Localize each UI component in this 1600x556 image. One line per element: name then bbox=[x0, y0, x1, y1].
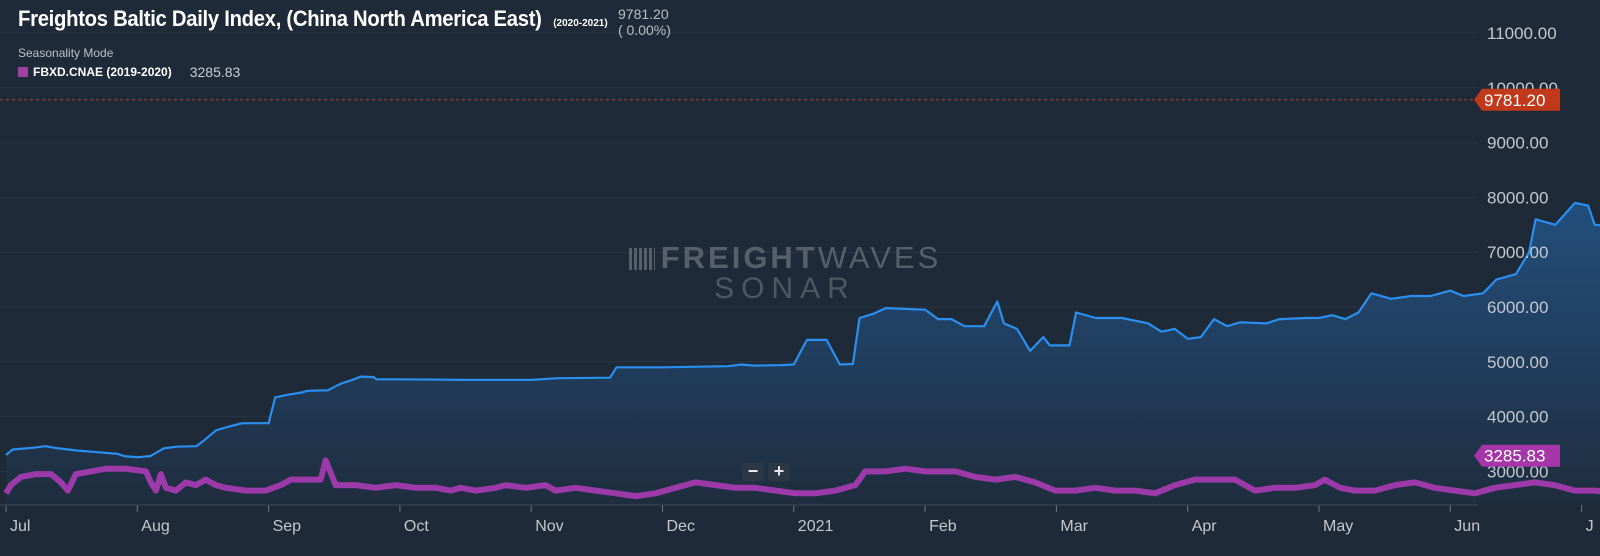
current-value-block: 9781.20 ( 0.00%) bbox=[618, 6, 671, 38]
x-tick-label: Oct bbox=[404, 518, 429, 535]
zoom-controls: − + bbox=[742, 462, 790, 481]
x-tick-label: May bbox=[1323, 518, 1353, 535]
x-tick-label: Nov bbox=[535, 518, 563, 535]
seasonality-mode-label: Seasonality Mode bbox=[18, 46, 114, 60]
chart-title: Freightos Baltic Daily Index, (China Nor… bbox=[18, 6, 542, 31]
last-price-tag: 9781.20 bbox=[1484, 91, 1545, 110]
x-tick-label: Sep bbox=[273, 518, 302, 535]
y-tick-label: 5000.00 bbox=[1487, 353, 1548, 372]
y-tick-label: 8000.00 bbox=[1487, 188, 1548, 207]
x-tick-label: Dec bbox=[667, 518, 695, 535]
y-tick-label: 9000.00 bbox=[1487, 134, 1548, 153]
zoom-in-button[interactable]: + bbox=[768, 462, 790, 481]
series-area-2020-2021 bbox=[6, 202, 1600, 505]
x-tick-label: Jun bbox=[1454, 518, 1480, 535]
legend-item-seasonal[interactable]: FBXD.CNAE (2019-2020) 3285.83 bbox=[18, 64, 240, 80]
seasonal-last-tag-bg bbox=[1474, 444, 1560, 467]
x-tick-label: Jul bbox=[10, 518, 30, 535]
legend-value: 3285.83 bbox=[189, 64, 241, 80]
x-tick-label: Apr bbox=[1192, 518, 1218, 535]
title-period: (2020-2021) bbox=[553, 18, 608, 29]
current-value: 9781.20 bbox=[618, 6, 669, 22]
chart-header: Freightos Baltic Daily Index, (China Nor… bbox=[18, 6, 671, 80]
zoom-out-button[interactable]: − bbox=[742, 462, 764, 481]
y-tick-label: 7000.00 bbox=[1487, 243, 1548, 262]
x-tick-label: J bbox=[1586, 518, 1594, 535]
x-tick-label: Aug bbox=[141, 518, 169, 535]
x-tick-label: Feb bbox=[929, 518, 957, 535]
x-tick-label: Mar bbox=[1060, 518, 1088, 535]
seasonal-last-tag: 3285.83 bbox=[1484, 447, 1545, 466]
y-tick-label: 6000.00 bbox=[1487, 298, 1548, 317]
series-line-2020-2021 bbox=[5, 201, 1600, 459]
y-tick-label: 3000.00 bbox=[1487, 462, 1548, 481]
legend-swatch bbox=[18, 67, 28, 77]
series-line-2019-2020 bbox=[3, 457, 1600, 500]
x-tick-label: 2021 bbox=[798, 518, 834, 535]
y-tick-label: 11000.00 bbox=[1487, 24, 1557, 43]
legend-label: FBXD.CNAE (2019-2020) bbox=[33, 65, 172, 79]
y-tick-label: 4000.00 bbox=[1487, 408, 1548, 427]
percent-change: ( 0.00%) bbox=[618, 22, 671, 38]
last-price-tag-bg bbox=[1474, 88, 1560, 111]
